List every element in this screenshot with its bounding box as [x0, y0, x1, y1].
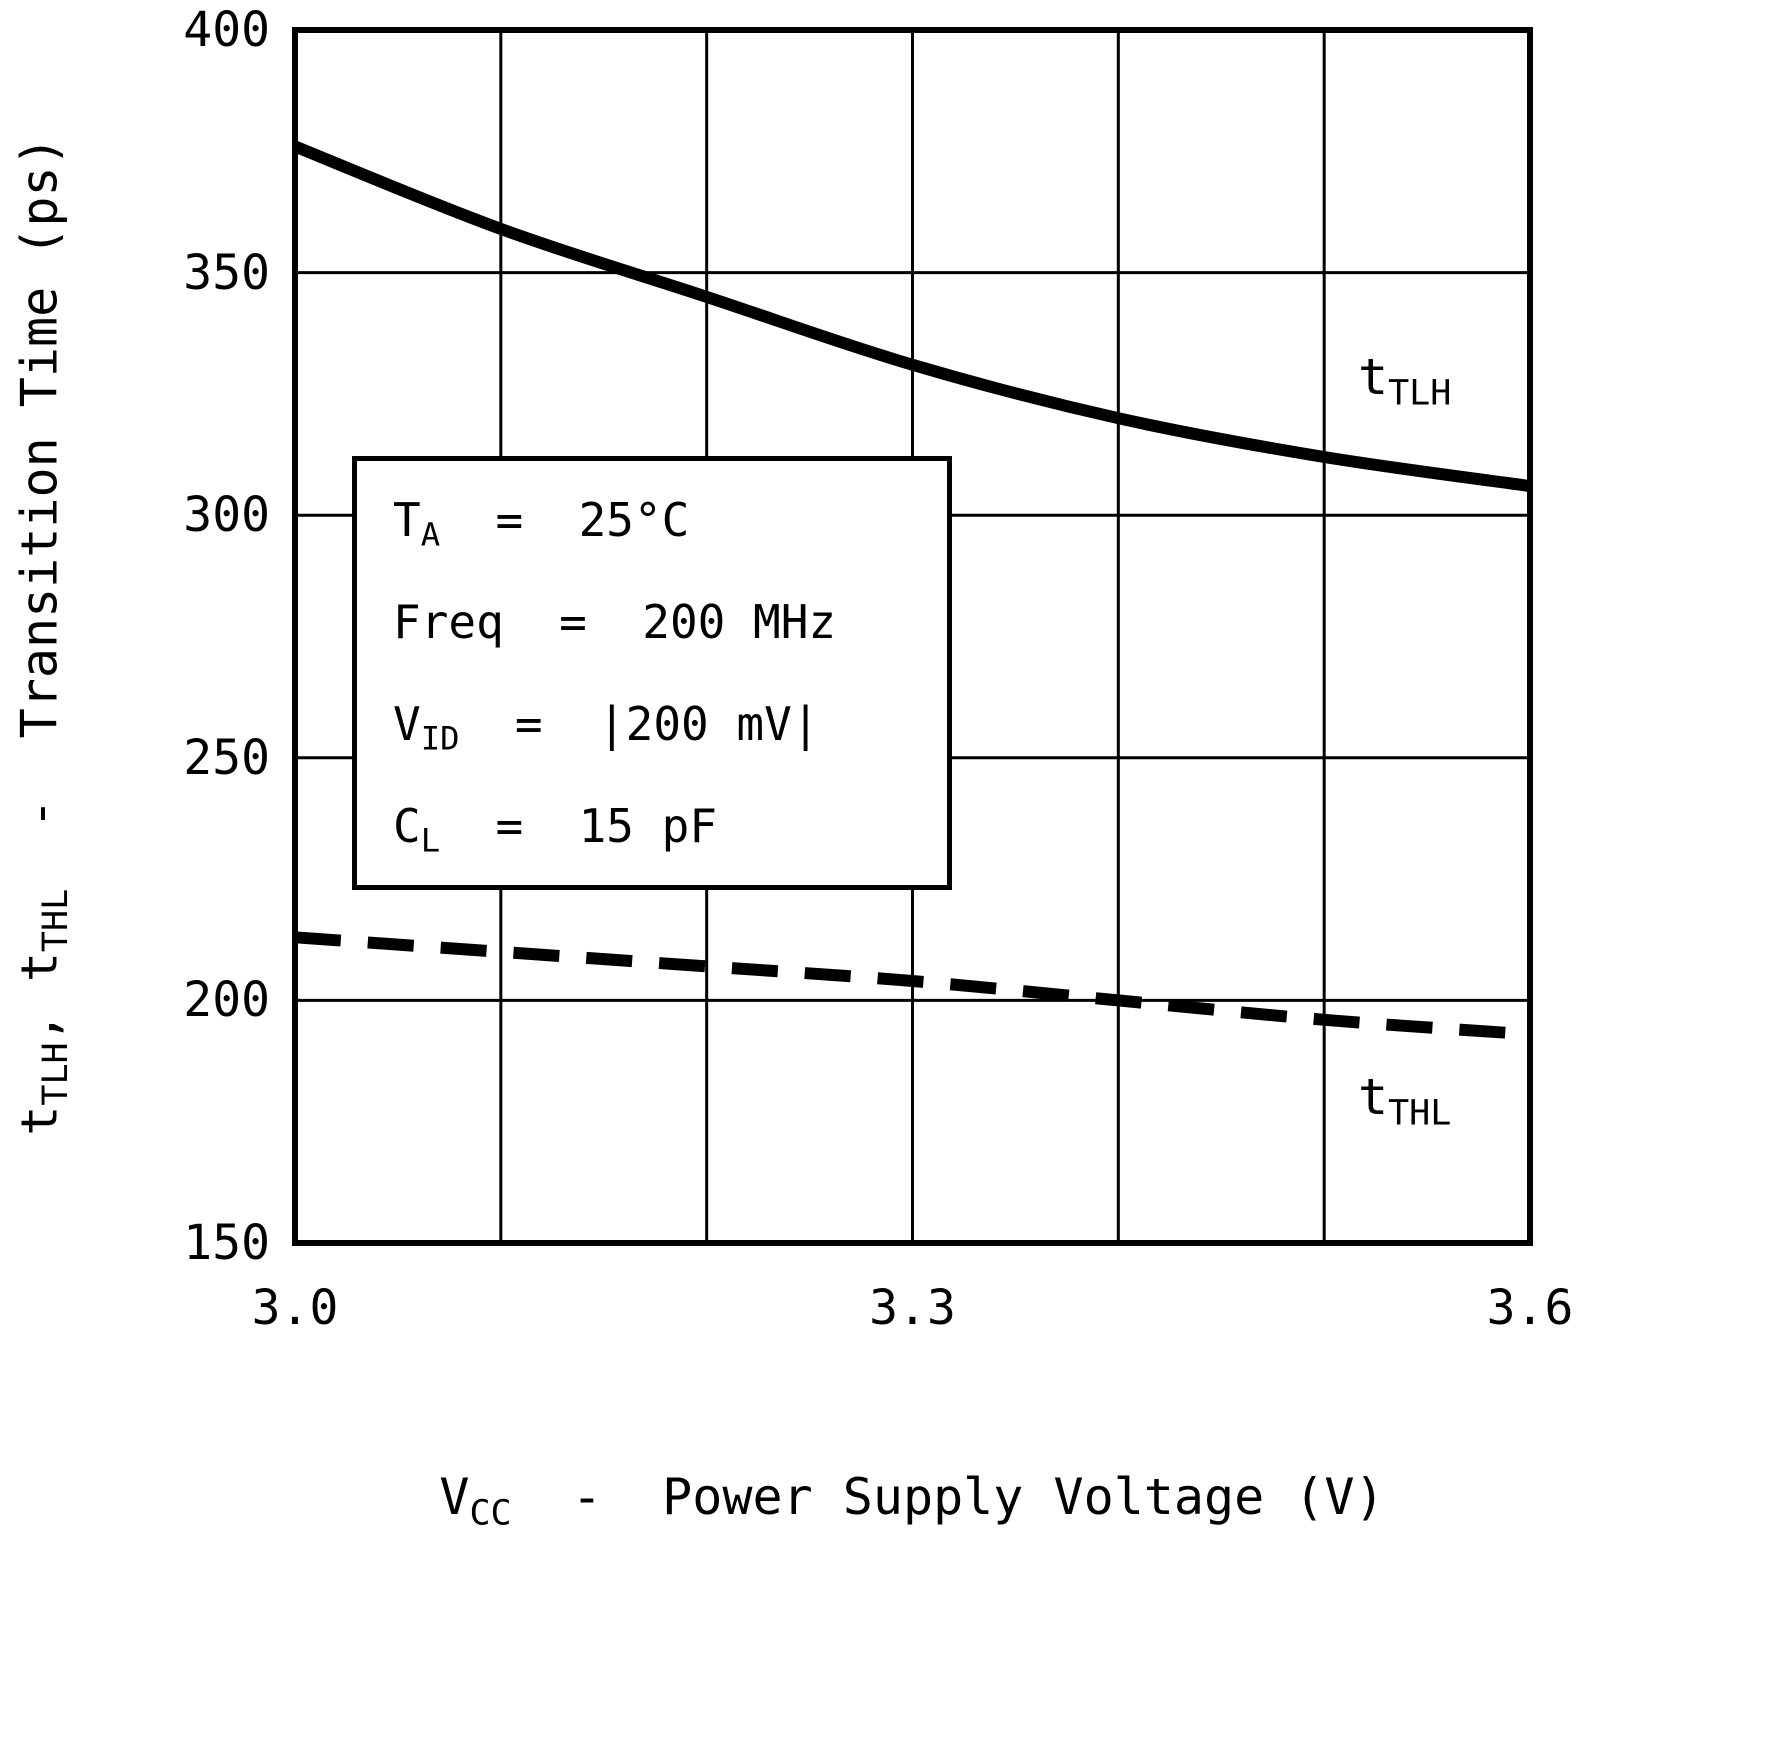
- condition-line-ta: TA = 25°C: [393, 469, 947, 571]
- y-axis-label-sub-tlh: TLH: [35, 1042, 76, 1106]
- condition-symbol: V: [393, 697, 421, 751]
- curve-label-sub: TLH: [1388, 373, 1452, 414]
- condition-value: = 25°C: [440, 493, 690, 547]
- condition-subscript: L: [420, 821, 441, 860]
- y-axis-label: tTLH, tTHL - Transition Time (ps): [10, 136, 76, 1135]
- x-tick-label: 3.6: [1486, 1280, 1574, 1336]
- condition-symbol: T: [393, 493, 421, 547]
- curve-label-text: t: [1358, 348, 1389, 406]
- y-axis-label-sub-thl: THL: [35, 888, 76, 953]
- condition-symbol: C: [393, 799, 421, 853]
- x-tick-label: 3.3: [869, 1280, 956, 1336]
- x-axis-label: VCC - Power Supply Voltage (V): [439, 1472, 1384, 1532]
- condition-value: = 15 pF: [440, 799, 718, 853]
- condition-value: = 200 MHz: [503, 595, 837, 649]
- y-axis-label-text: , t: [10, 952, 69, 1043]
- curve-label-text: t: [1358, 1068, 1389, 1126]
- y-tick-label: 200: [183, 972, 270, 1029]
- conditions-box: TA = 25°C Freq = 200 MHz VID = |200 mV| …: [352, 456, 952, 890]
- condition-value: = |200 mV|: [459, 697, 820, 751]
- tTLH-curve: [292, 140, 1531, 493]
- curve-label-sub: THL: [1388, 1093, 1452, 1134]
- condition-symbol: Freq: [393, 595, 504, 649]
- y-tick-label: 150: [183, 1215, 270, 1271]
- condition-subscript: ID: [420, 719, 460, 758]
- plot-border: [292, 27, 1533, 1246]
- y-tick-label: 350: [183, 244, 270, 301]
- ttlh-curve-label: tTLH: [1358, 352, 1451, 412]
- x-axis-label-sub-vcc: CC: [469, 1493, 512, 1534]
- y-tick-label: 250: [183, 729, 270, 786]
- x-axis-label-text: - Power Supply Voltage (V): [511, 1468, 1385, 1526]
- tthl-curve-label: tTHL: [1358, 1072, 1451, 1132]
- condition-line-cl: CL = 15 pF: [393, 775, 947, 877]
- condition-line-vid: VID = |200 mV|: [393, 673, 947, 775]
- condition-line-freq: Freq = 200 MHz: [393, 571, 947, 673]
- x-axis-label-text: V: [439, 1468, 470, 1526]
- y-tick-label: 400: [183, 2, 270, 58]
- condition-subscript: A: [420, 515, 441, 554]
- x-tick-label: 3.0: [251, 1280, 339, 1336]
- y-tick-label: 300: [183, 487, 270, 544]
- tTHL-curve: [294, 931, 1531, 1041]
- y-axis-label-text: - Transition Time (ps): [10, 136, 69, 889]
- y-axis-label-text: t: [10, 1105, 69, 1136]
